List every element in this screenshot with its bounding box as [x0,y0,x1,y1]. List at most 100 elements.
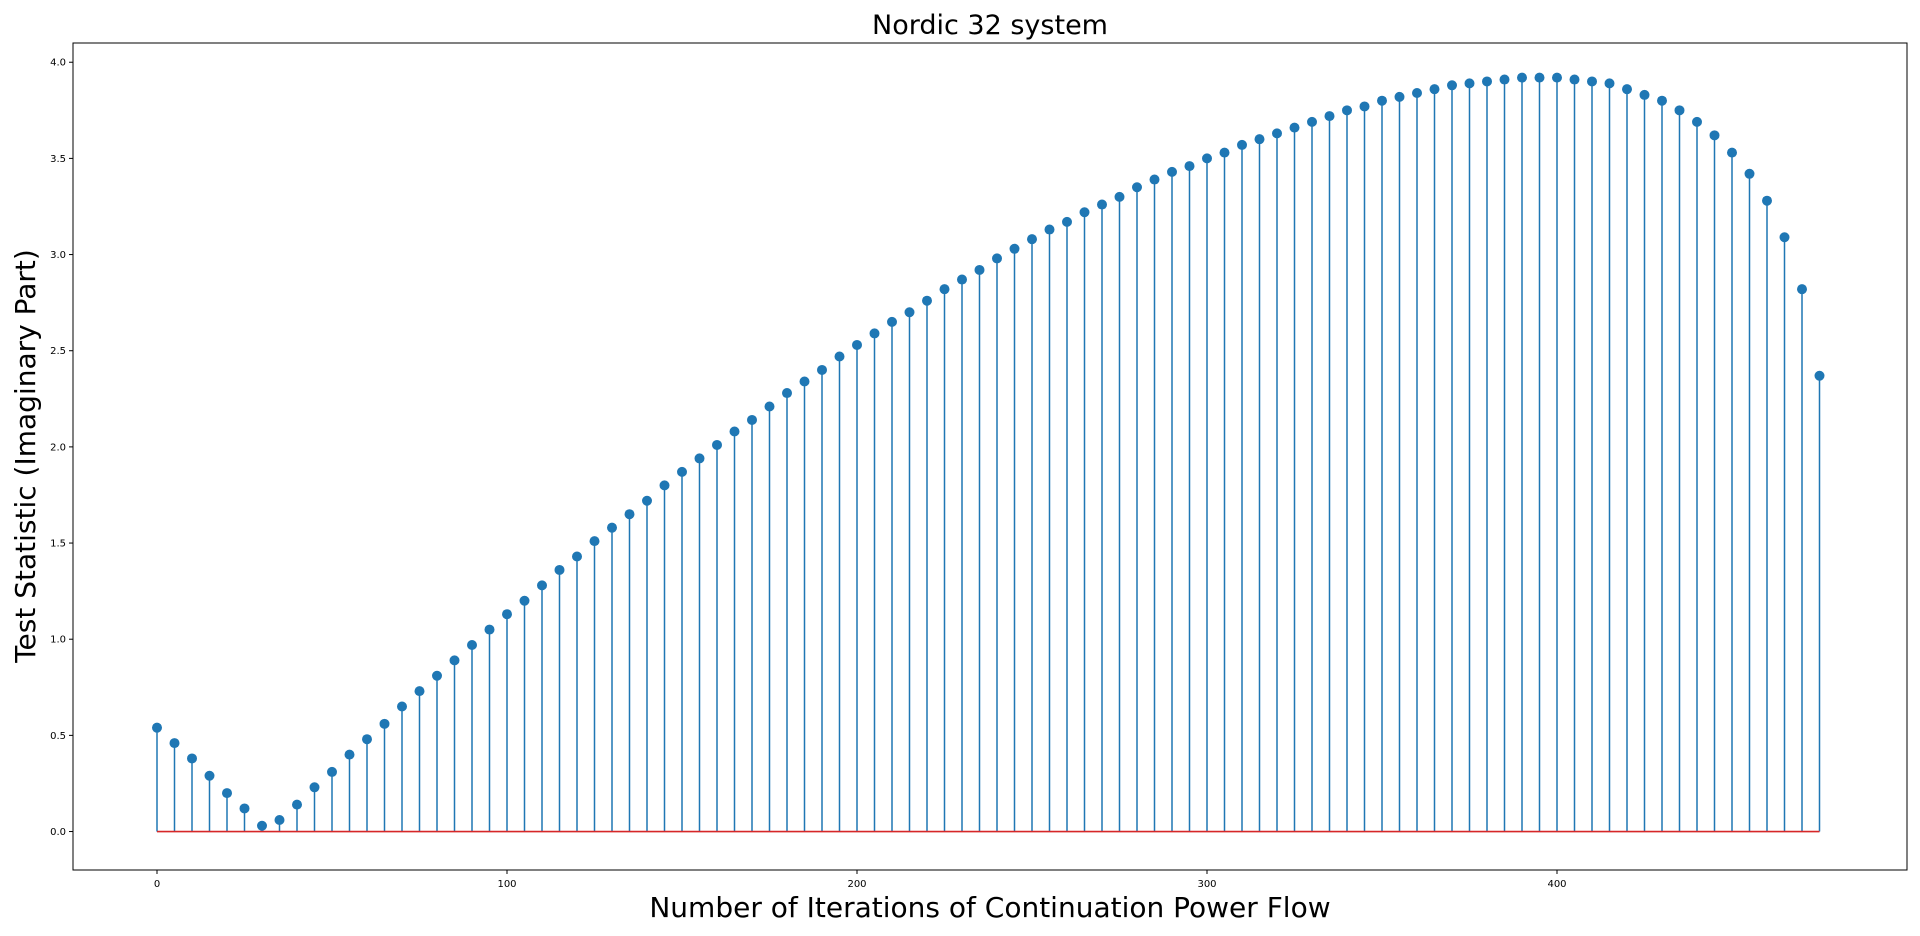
data-point [1762,195,1772,206]
data-point [764,401,775,412]
y-tick-label: 2.0 [50,442,66,453]
data-point [1464,78,1475,89]
data-point [239,803,250,814]
x-axis-ticks: 0 100 200 300 400 [154,870,1567,890]
data-point [1027,234,1037,245]
x-tick-label: 400 [1547,879,1566,890]
data-point [309,782,320,793]
data-point [344,749,355,760]
data-point [1202,153,1212,164]
data-point [607,522,617,533]
data-point [222,788,232,799]
data-point [1167,166,1177,177]
data-point [1097,199,1107,210]
data-point [257,820,267,831]
data-point [379,718,390,729]
data-point [799,376,810,387]
data-point [1587,76,1597,87]
data-point [204,770,215,781]
data-point [1482,76,1492,87]
y-axis-label: Test Statistic (Imaginary Part) [9,249,42,664]
data-point [694,453,705,464]
data-point [152,722,162,733]
data-point [414,686,425,697]
axes-frame [72,42,1908,871]
y-tick-label: 3.5 [50,154,66,165]
x-tick-label: 300 [1197,879,1216,890]
x-tick-label: 100 [497,879,516,890]
data-point [887,316,897,327]
data-point [1639,89,1650,100]
y-axis-ticks: 0.0 0.5 1.0 1.5 2.0 2.5 3.0 3.5 4.0 [50,58,73,838]
data-point [642,495,652,506]
data-point [467,639,477,650]
data-point [187,753,197,764]
data-point [292,799,302,810]
data-point [327,766,337,777]
chart-title: Nordic 32 system [872,10,1108,41]
data-point [1604,78,1615,89]
data-point [1044,224,1055,235]
data-point [1622,84,1632,95]
data-point [274,814,285,825]
data-point [589,536,600,547]
x-tick-label: 200 [847,879,866,890]
data-point [782,388,792,399]
data-point [1534,72,1545,83]
data-point [1289,122,1300,133]
data-point [1114,191,1125,202]
data-point [1079,207,1090,218]
data-point [1814,370,1825,381]
data-point [869,328,880,339]
data-point [1272,128,1282,139]
data-point [922,295,932,306]
data-point [1727,147,1737,158]
y-tick-label: 0.5 [50,731,66,742]
data-point [712,439,722,450]
data-point [1429,84,1440,95]
data-point [974,264,985,275]
y-tick-label: 1.5 [50,539,66,550]
data-point [1709,130,1720,141]
data-point [1307,116,1317,127]
data-point [554,564,565,575]
data-point [362,734,372,745]
data-point [1342,105,1352,116]
y-tick-label: 2.5 [50,346,66,357]
data-point [484,624,495,635]
data-point [1674,105,1685,116]
data-point [1359,101,1370,112]
x-tick-label: 0 [154,879,160,890]
data-point [677,466,687,477]
data-point [904,307,915,318]
data-point [624,509,635,520]
data-point [1657,95,1667,106]
data-point [1412,88,1422,99]
data-point [1132,182,1142,193]
data-point [659,480,670,491]
data-point [519,595,530,606]
data-point [1569,74,1580,85]
data-point [449,655,460,666]
data-point [1744,168,1755,179]
y-tick-label: 1.0 [50,635,66,646]
data-point [992,253,1002,264]
data-point [817,364,827,375]
data-point [1324,111,1335,122]
data-point [957,274,967,285]
data-point [939,284,950,295]
data-point [169,738,180,749]
data-point [1237,139,1247,150]
data-point [1062,216,1072,227]
data-point [1149,174,1160,185]
data-point [1797,284,1807,295]
data-point [1394,91,1405,102]
data-point [572,551,582,562]
y-tick-label: 4.0 [50,58,66,69]
data-point [537,580,547,591]
data-point [397,701,407,712]
data-point [1517,72,1527,83]
data-point [1447,80,1457,91]
